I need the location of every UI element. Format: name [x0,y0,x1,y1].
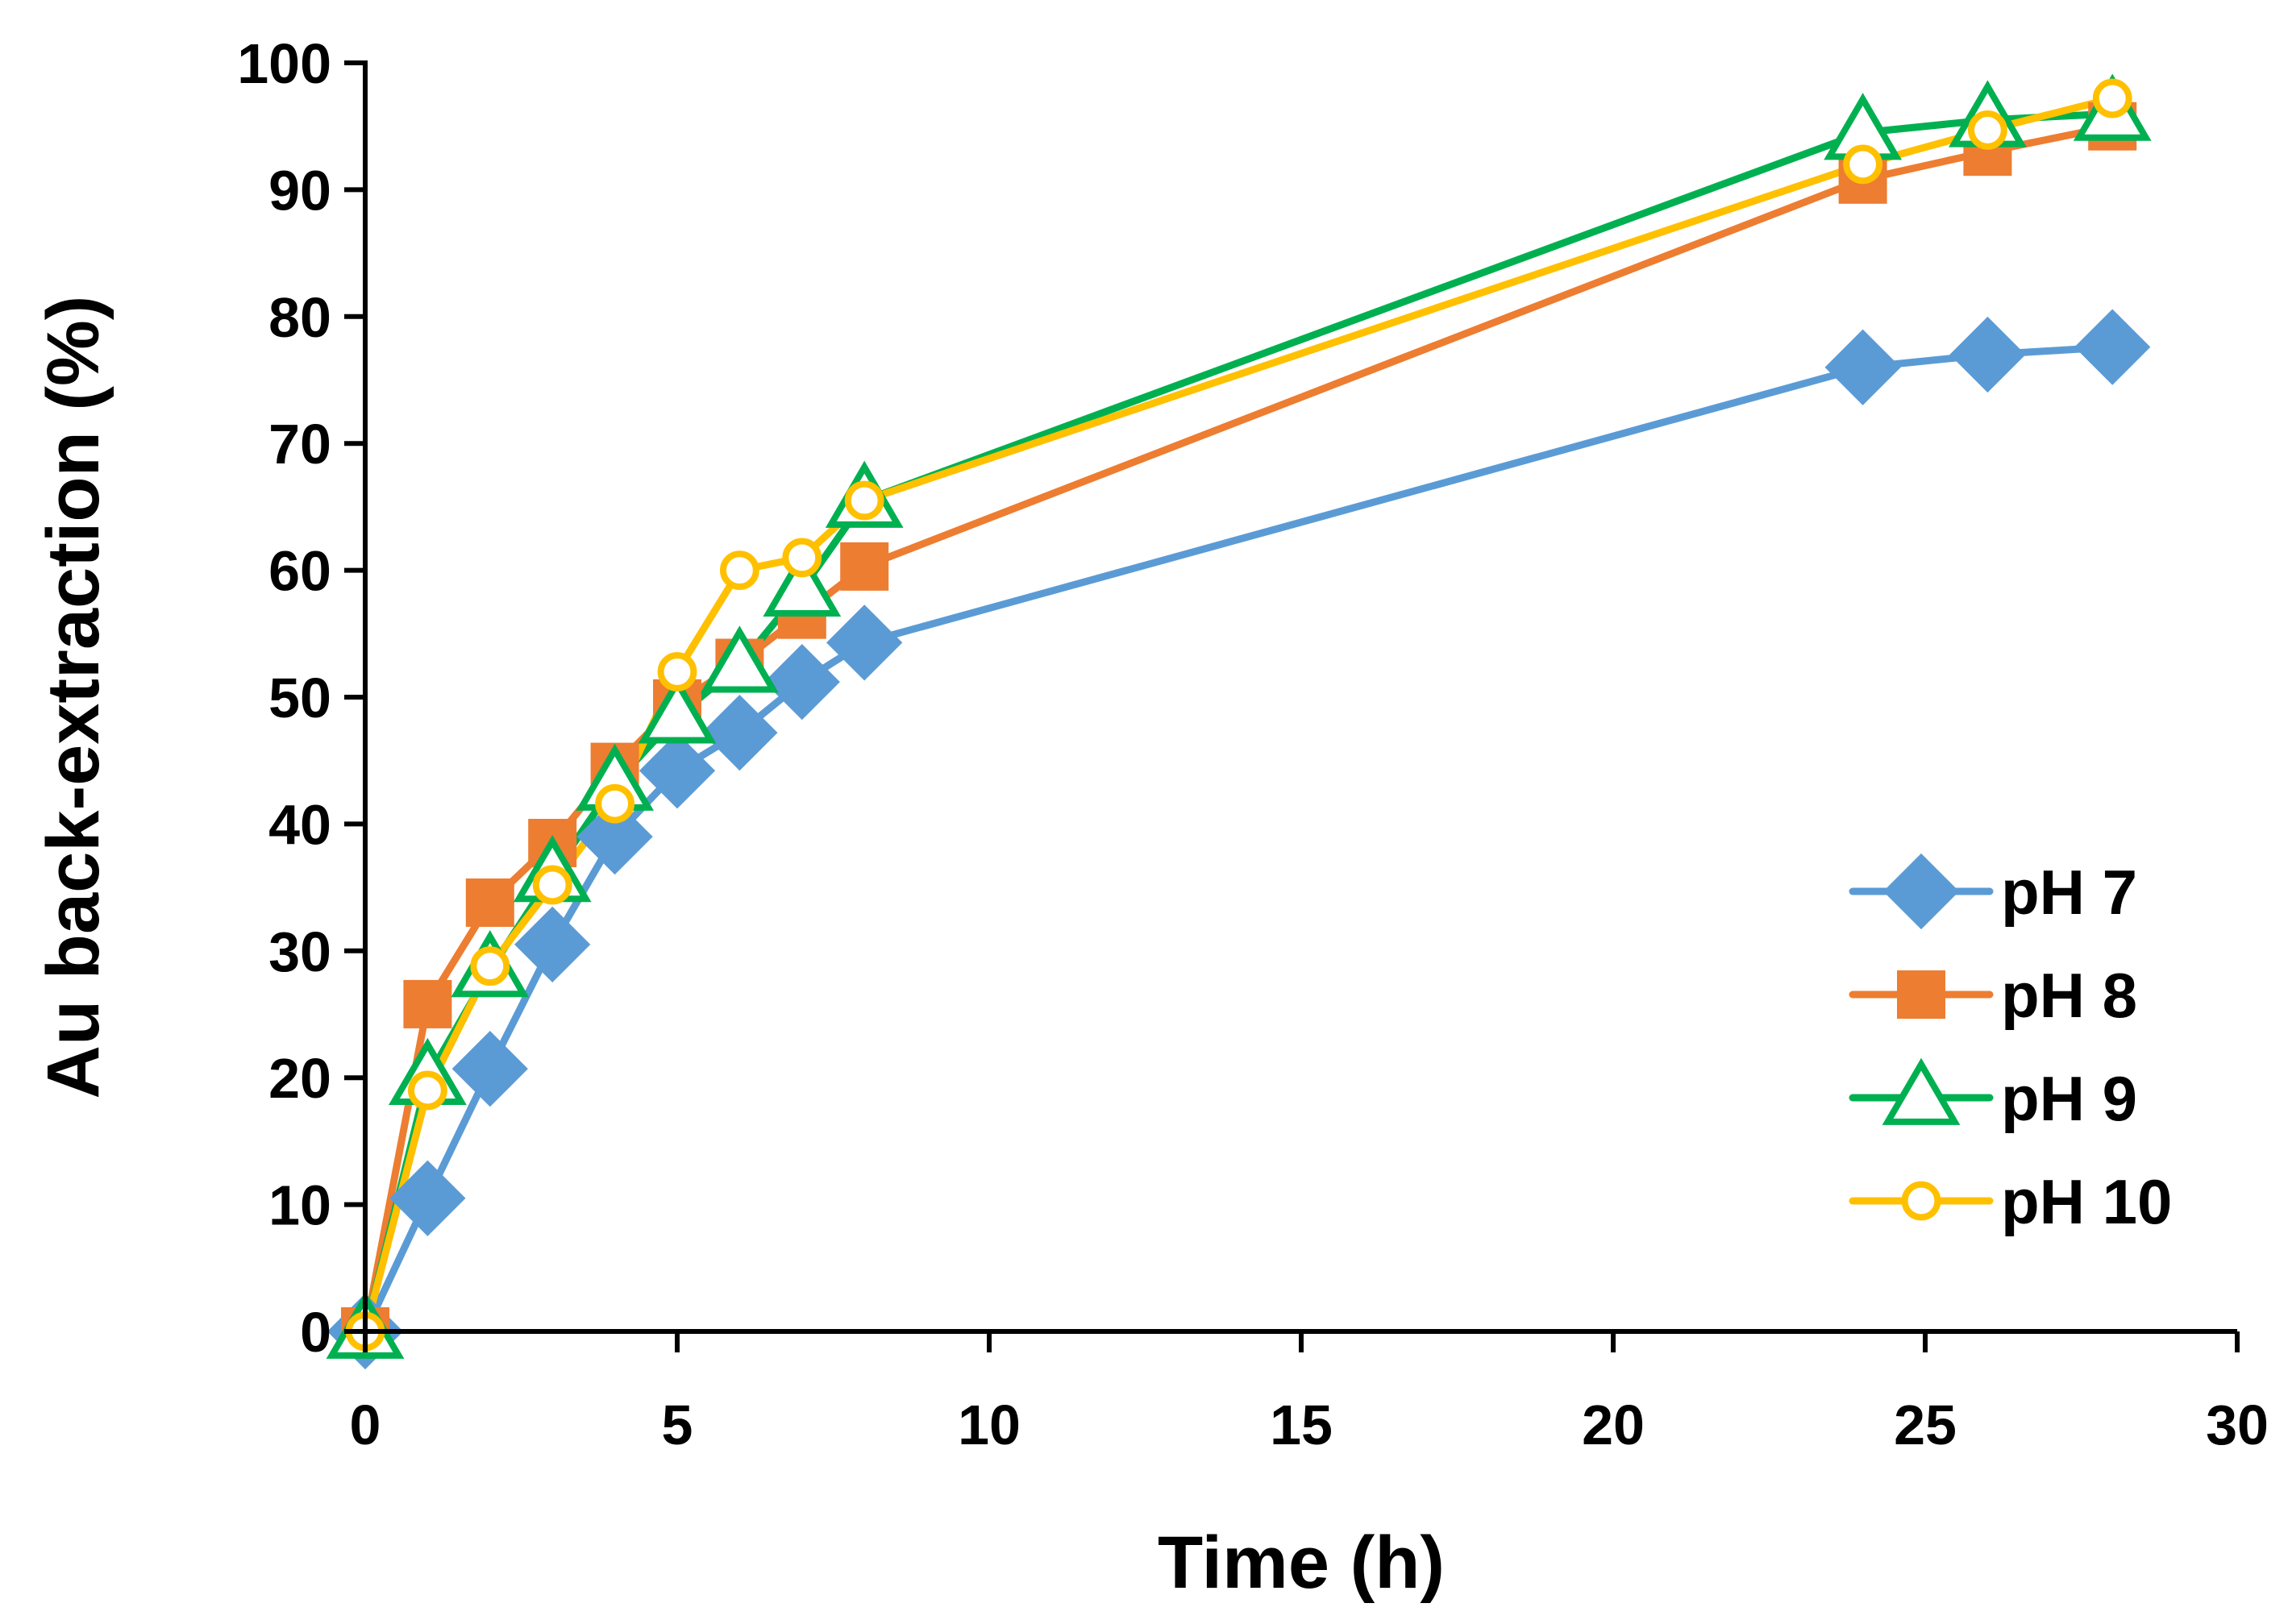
data-point-ph-7 [1949,316,2026,393]
x-tick-label: 0 [350,1393,381,1456]
legend-marker-square [1897,970,1945,1019]
legend-label: pH 10 [2001,1166,2172,1237]
data-point-ph-10 [408,1070,447,1111]
data-point-ph-10 [532,865,572,905]
series-line-ph-10 [361,94,2116,1335]
data-point-ph-9 [763,549,842,617]
y-axis-ticks: 0 10 20 30 40 50 60 70 80 90 100 [237,32,365,1364]
data-point-ph-10 [595,783,634,824]
series-line-ph-8 [361,123,2116,1335]
y-tick-label: 20 [268,1047,331,1110]
legend-item-ph-7: pH 7 [1849,853,2137,930]
y-axis-title: Au back-extraction (%) [32,296,114,1099]
x-tick-label: 30 [2206,1393,2269,1456]
data-point-ph-10 [657,652,697,692]
y-tick-label: 30 [268,920,331,983]
data-point-ph-10 [2092,78,2132,118]
data-point-ph-10 [1968,110,2007,150]
data-point-ph-7 [389,1160,466,1236]
data-point-ph-7 [701,694,778,771]
y-tick-label: 0 [300,1301,331,1364]
legend-label: pH 9 [2001,1063,2137,1134]
legend-marker-diamond [1882,853,1960,930]
data-point-ph-7 [1824,329,1901,405]
series-markers [326,73,2152,1370]
y-tick-label: 60 [268,540,331,603]
data-point-ph-9 [701,625,779,693]
data-point-ph-9 [638,676,717,744]
y-tick-label: 80 [268,286,331,349]
data-point-ph-7 [451,1031,528,1107]
data-point-ph-8 [465,878,514,927]
y-tick-label: 70 [268,413,331,476]
legend-marker-triangle [1882,1057,1961,1125]
x-tick-label: 5 [662,1393,693,1456]
y-tick-label: 40 [268,793,331,856]
x-tick-label: 15 [1270,1393,1333,1456]
data-point-ph-7 [826,604,903,681]
series-line-ph-9 [361,110,2116,1335]
x-tick-label: 25 [1894,1393,1957,1456]
data-point-ph-7 [639,733,716,809]
series-lines [361,94,2116,1335]
y-tick-label: 50 [268,667,331,729]
legend-item-ph-10: pH 10 [1849,1166,2172,1237]
data-point-ph-7 [763,643,840,721]
legend-item-ph-8: pH 8 [1849,960,2137,1031]
x-tick-label: 20 [1582,1393,1645,1456]
y-tick-label: 90 [268,159,331,222]
data-point-ph-10 [720,550,759,590]
data-point-ph-10 [782,538,822,578]
legend-item-ph-9: pH 9 [1849,1057,2137,1134]
y-tick-label: 100 [237,32,331,95]
x-tick-label: 10 [958,1393,1021,1456]
data-point-ph-10 [1843,144,1883,185]
data-point-ph-7 [576,799,653,875]
data-point-ph-8 [403,979,452,1028]
data-point-ph-8 [840,542,889,591]
legend-label: pH 8 [2001,960,2137,1031]
x-axis-ticks: 0 5 10 15 20 25 30 [350,1331,2269,1456]
y-tick-label: 10 [268,1174,331,1237]
data-point-ph-10 [470,946,510,986]
legend-marker-circle [1901,1181,1941,1221]
legend-label: pH 7 [2001,857,2137,928]
x-axis-title: Time (h) [1158,1522,1445,1604]
legend: pH 7 pH 8 pH 9 pH 10 [1849,853,2172,1237]
data-point-ph-7 [514,906,591,983]
data-point-ph-10 [844,480,884,521]
axes [363,60,2237,1334]
data-point-ph-7 [2074,309,2151,385]
